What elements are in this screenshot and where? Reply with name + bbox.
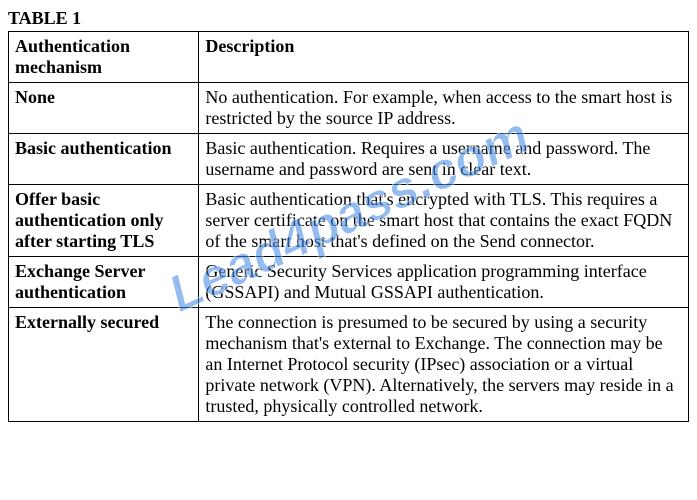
table-row: Basic authentication Basic authenticatio… — [9, 134, 689, 185]
cell-description: No authentication. For example, when acc… — [199, 83, 689, 134]
table-row: None No authentication. For example, whe… — [9, 83, 689, 134]
col-header-description: Description — [199, 32, 689, 83]
table-row: Externally secured The connection is pre… — [9, 308, 689, 422]
col-header-mechanism: Authentication mechanism — [9, 32, 199, 83]
cell-mechanism: Basic authentication — [9, 134, 199, 185]
cell-description: Generic Security Services application pr… — [199, 257, 689, 308]
table-row: Offer basic authentication only after st… — [9, 185, 689, 257]
cell-mechanism: Externally secured — [9, 308, 199, 422]
table-title: TABLE 1 — [8, 8, 689, 29]
table-row: Exchange Server authentication Generic S… — [9, 257, 689, 308]
cell-mechanism: Offer basic authentication only after st… — [9, 185, 199, 257]
cell-description: Basic authentication that's encrypted wi… — [199, 185, 689, 257]
cell-description: The connection is presumed to be secured… — [199, 308, 689, 422]
auth-table: Authentication mechanism Description Non… — [8, 31, 689, 422]
cell-description: Basic authentication. Requires a usernam… — [199, 134, 689, 185]
table-header-row: Authentication mechanism Description — [9, 32, 689, 83]
cell-mechanism: None — [9, 83, 199, 134]
cell-mechanism: Exchange Server authentication — [9, 257, 199, 308]
